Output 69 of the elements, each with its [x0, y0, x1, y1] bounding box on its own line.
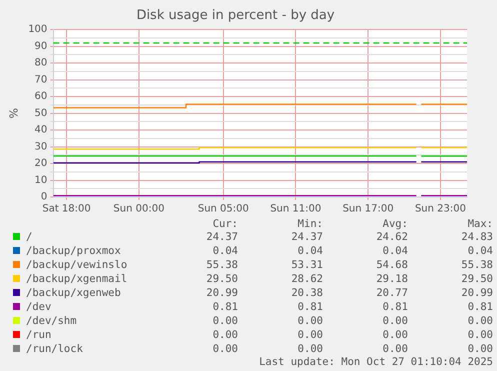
text: 24.37: [205, 230, 239, 244]
text: 0.00: [382, 342, 409, 356]
text: 0.00: [296, 328, 324, 342]
x-tick-label: Sun 05:00: [198, 204, 249, 215]
legend-label: /backup/vewinslo: [26, 259, 128, 271]
y-tick-label: 70: [34, 74, 48, 86]
text: 28.62: [290, 272, 324, 286]
text: 24.83: [460, 230, 494, 244]
text: 54.68: [375, 258, 409, 272]
x-tick-label: Sun 00:00: [113, 204, 164, 215]
text: 53.31: [290, 258, 324, 272]
text: 0.81: [466, 300, 494, 314]
text: 0.00: [382, 328, 409, 342]
text: 20.99: [460, 286, 494, 300]
text: 20.77: [375, 286, 409, 300]
x-tick-label: Sat 18:00: [42, 204, 91, 215]
text: 24.62: [375, 230, 409, 244]
text: Avg:: [382, 218, 409, 230]
text: 24.37: [290, 230, 324, 244]
text: 55.38: [460, 258, 494, 272]
legend-label: /backup/xgenweb: [26, 287, 121, 299]
legend-label: /: [26, 231, 32, 243]
text: 0.04: [382, 244, 409, 258]
text: Max:: [466, 218, 494, 230]
text: 0.00: [212, 314, 239, 328]
text: 0.81: [382, 300, 409, 314]
text: 0.81: [212, 300, 239, 314]
x-tick-label: Sun 23:00: [414, 204, 466, 215]
legend-label: /dev/shm: [26, 315, 77, 327]
text: 20.99: [205, 286, 239, 300]
text: 0.00: [296, 342, 324, 356]
text: 0.00: [296, 314, 324, 328]
legend-label: /run/lock: [26, 343, 83, 355]
text: 0.00: [466, 342, 494, 356]
legend-label: /run: [26, 329, 52, 341]
text: 0.04: [212, 244, 239, 258]
text: 29.50: [205, 272, 239, 286]
text: 55.38: [205, 258, 239, 272]
y-tick-label: 100: [28, 24, 48, 36]
legend-label: /dev: [26, 301, 52, 313]
text: 0.04: [466, 244, 494, 258]
y-tick-label: 30: [34, 141, 48, 152]
y-tick-label: 20: [34, 158, 48, 170]
text: Cur:: [212, 218, 239, 230]
text: 29.50: [460, 272, 494, 286]
text: 29.18: [375, 272, 409, 286]
text: 0.04: [296, 244, 324, 258]
text: 0.00: [466, 314, 494, 328]
legend-label: /backup/xgenmail: [26, 273, 128, 285]
text: 0.00: [466, 328, 494, 342]
y-tick-label: 60: [34, 91, 48, 102]
text: Min:: [296, 218, 324, 230]
y-tick-label: 50: [34, 108, 48, 119]
y-tick-label: 40: [34, 124, 48, 136]
x-tick-label: Sun 17:00: [342, 204, 394, 215]
y-tick-label: 10: [34, 174, 48, 186]
text: 0.00: [212, 342, 239, 356]
text: Last update: Mon Oct 27 01:10:04 2025: [258, 356, 494, 368]
text: 0.81: [296, 300, 324, 314]
y-axis-title: %: [7, 108, 20, 119]
text: 0.00: [212, 328, 239, 342]
chart-title: Disk usage in percent - by day: [136, 8, 335, 24]
y-tick-label: 0: [40, 192, 48, 203]
x-tick-label: Sun 11:00: [270, 204, 322, 215]
y-tick-label: 80: [34, 58, 48, 69]
text: 20.38: [290, 286, 324, 300]
text: 0.00: [382, 314, 409, 328]
y-tick-label: 90: [34, 40, 48, 52]
legend-label: /backup/proxmox: [26, 245, 121, 257]
